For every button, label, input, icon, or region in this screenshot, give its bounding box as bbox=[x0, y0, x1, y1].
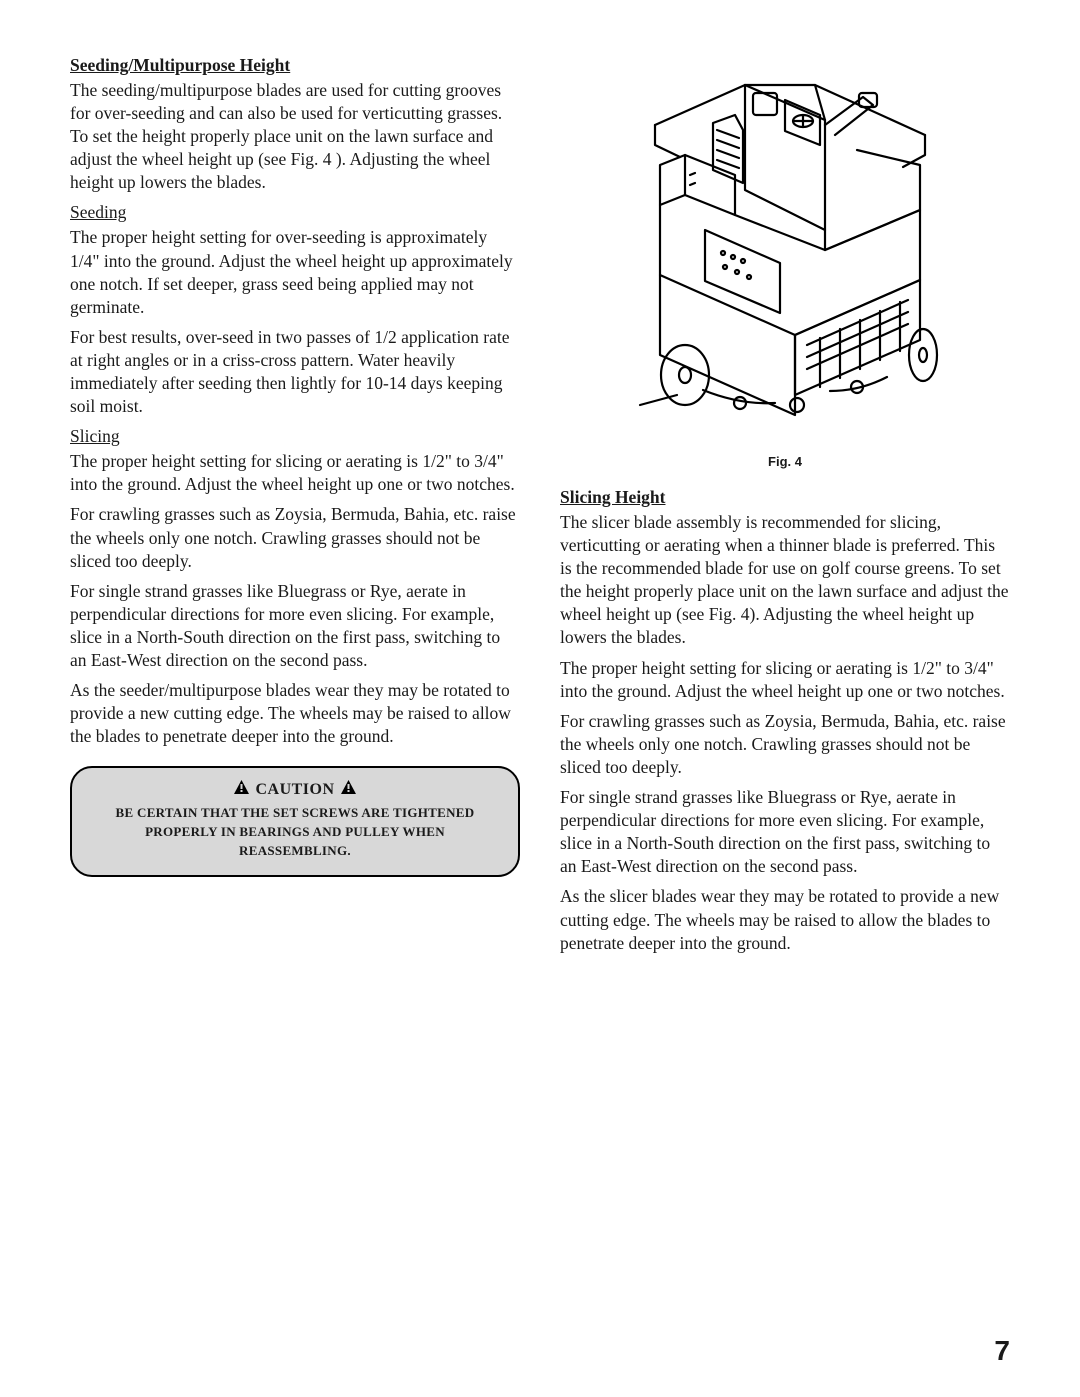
warning-icon bbox=[234, 780, 249, 799]
paragraph: For crawling grasses such as Zoysia, Ber… bbox=[70, 503, 520, 572]
caution-text: BE CERTAIN THAT THE SET SCREWS ARE TIGHT… bbox=[90, 804, 500, 861]
paragraph: The seeding/multipurpose blades are used… bbox=[70, 79, 520, 194]
heading-seeding-multipurpose: Seeding/Multipurpose Height bbox=[70, 55, 520, 76]
paragraph: For single strand grasses like Bluegrass… bbox=[70, 580, 520, 672]
warning-icon bbox=[341, 780, 356, 799]
paragraph: For best results, over-seed in two passe… bbox=[70, 326, 520, 418]
paragraph: The proper height setting for slicing or… bbox=[560, 657, 1010, 703]
caution-header: CAUTION bbox=[90, 780, 500, 799]
left-column: Seeding/Multipurpose Height The seeding/… bbox=[70, 55, 520, 962]
caution-label: CAUTION bbox=[255, 781, 334, 799]
paragraph: The slicer blade assembly is recommended… bbox=[560, 511, 1010, 650]
paragraph: As the seeder/multipurpose blades wear t… bbox=[70, 679, 520, 748]
paragraph: For crawling grasses such as Zoysia, Ber… bbox=[560, 710, 1010, 779]
paragraph: For single strand grasses like Bluegrass… bbox=[560, 786, 1010, 878]
right-column: Fig. 4 Slicing Height The slicer blade a… bbox=[560, 55, 1010, 962]
caution-box: CAUTION BE CERTAIN THAT THE SET SCREWS A… bbox=[70, 766, 520, 877]
subheading-seeding: Seeding bbox=[70, 202, 520, 223]
machine-illustration bbox=[625, 55, 945, 445]
figure-4: Fig. 4 bbox=[560, 55, 1010, 469]
paragraph: The proper height setting for slicing or… bbox=[70, 450, 520, 496]
paragraph: The proper height setting for over-seedi… bbox=[70, 226, 520, 318]
paragraph: As the slicer blades wear they may be ro… bbox=[560, 885, 1010, 954]
page-number: 7 bbox=[994, 1335, 1010, 1367]
heading-slicing-height: Slicing Height bbox=[560, 487, 1010, 508]
figure-caption: Fig. 4 bbox=[560, 454, 1010, 469]
subheading-slicing: Slicing bbox=[70, 426, 520, 447]
